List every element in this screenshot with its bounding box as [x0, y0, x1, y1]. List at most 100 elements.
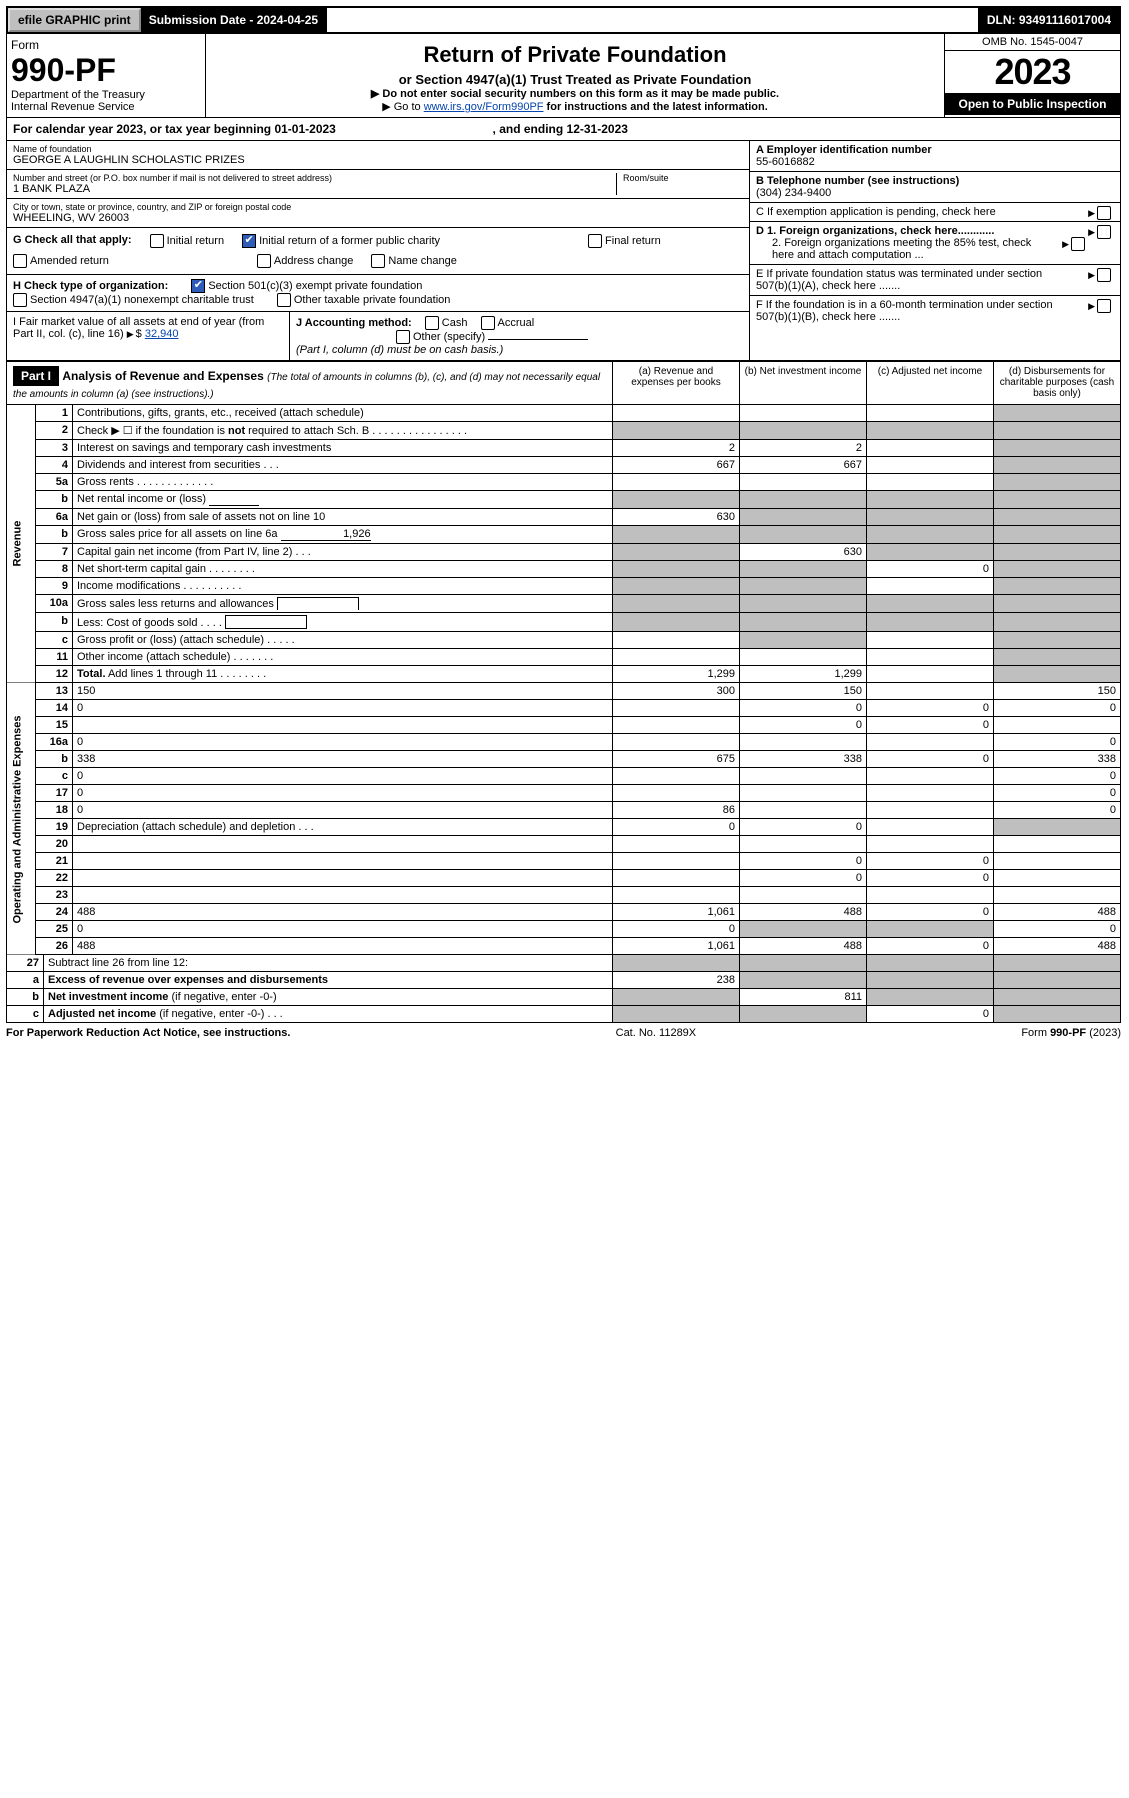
cell-d [994, 405, 1121, 422]
chk-other-tax[interactable] [277, 293, 291, 307]
row-desc: 488 [73, 938, 613, 955]
d2-label: 2. Foreign organizations meeting the 85%… [756, 237, 1052, 261]
cell-b [740, 405, 867, 422]
cell-d [994, 819, 1121, 836]
cell-d [994, 632, 1121, 649]
city-state-zip: WHEELING, WV 26003 [13, 212, 743, 224]
cell-c [867, 649, 994, 666]
irs-link[interactable]: www.irs.gov/Form990PF [424, 101, 544, 113]
cell-c [867, 836, 994, 853]
name-label: Name of foundation [13, 144, 743, 154]
cell-d [994, 544, 1121, 561]
cell-b [740, 491, 867, 509]
cell-c [867, 734, 994, 751]
table-row: cGross profit or (loss) (attach schedule… [7, 632, 1121, 649]
cell-c [867, 972, 994, 989]
foundation-name: GEORGE A LAUGHLIN SCHOLASTIC PRIZES [13, 154, 743, 166]
cell-a [613, 700, 740, 717]
cell-b: 0 [740, 853, 867, 870]
row-num: a [7, 972, 44, 989]
cell-b: 150 [740, 683, 867, 700]
row-num: 6a [36, 509, 73, 526]
table-row: aExcess of revenue over expenses and dis… [7, 972, 1121, 989]
form-subtitle: or Section 4947(a)(1) Trust Treated as P… [210, 72, 940, 87]
chk-amended[interactable] [13, 254, 27, 268]
chk-initial-former[interactable]: ✔ [242, 234, 256, 248]
row-num: 5a [36, 474, 73, 491]
cell-c [867, 632, 994, 649]
street-address: 1 BANK PLAZA [13, 183, 616, 195]
row-desc: Gross rents . . . . . . . . . . . . . [73, 474, 613, 491]
cell-b: 630 [740, 544, 867, 561]
part1-badge: Part I [13, 366, 59, 386]
table-row: 20 [7, 836, 1121, 853]
table-row: 2Check ▶ ☐ if the foundation is not requ… [7, 422, 1121, 440]
table-row: Revenue1Contributions, gifts, grants, et… [7, 405, 1121, 422]
cell-a [613, 717, 740, 734]
form-number: 990-PF [11, 52, 201, 89]
form-title: Return of Private Foundation [210, 42, 940, 68]
row-desc: 0 [73, 802, 613, 819]
row-num: 27 [7, 955, 44, 972]
table-row: 264881,0614880488 [7, 938, 1121, 955]
row-num: 11 [36, 649, 73, 666]
cell-a [613, 785, 740, 802]
row-desc: Other income (attach schedule) . . . . .… [73, 649, 613, 666]
cell-a [613, 768, 740, 785]
row-num: 12 [36, 666, 73, 683]
row-desc: Interest on savings and temporary cash i… [73, 440, 613, 457]
cell-b: 0 [740, 717, 867, 734]
cell-b [740, 1006, 867, 1023]
cell-c: 0 [867, 751, 994, 768]
table-row: 19Depreciation (attach schedule) and dep… [7, 819, 1121, 836]
chk-4947[interactable] [13, 293, 27, 307]
fmv-link[interactable]: 32,940 [145, 328, 179, 340]
efile-print-button[interactable]: efile GRAPHIC print [8, 8, 141, 32]
chk-other-method[interactable] [396, 330, 410, 344]
table-row: 1500 [7, 717, 1121, 734]
cell-d: 488 [994, 904, 1121, 921]
table-row: 25000 [7, 921, 1121, 938]
chk-initial[interactable] [150, 234, 164, 248]
expense-table: Operating and Administrative Expenses131… [6, 683, 1121, 955]
row-num: b [36, 751, 73, 768]
chk-address[interactable] [257, 254, 271, 268]
g-section: G Check all that apply: Initial return ✔… [7, 227, 749, 275]
col-b: (b) Net investment income [739, 362, 866, 404]
cell-c [867, 785, 994, 802]
chk-501c3[interactable]: ✔ [191, 279, 205, 293]
row-num: c [7, 1006, 44, 1023]
cell-a [613, 526, 740, 544]
row-num: 14 [36, 700, 73, 717]
cell-a: 86 [613, 802, 740, 819]
cell-d [994, 649, 1121, 666]
e-label: E If private foundation status was termi… [756, 268, 1056, 292]
row-desc [73, 836, 613, 853]
row-num: 20 [36, 836, 73, 853]
chk-final[interactable] [588, 234, 602, 248]
cell-c: 0 [867, 938, 994, 955]
table-row: 10aGross sales less returns and allowanc… [7, 595, 1121, 613]
row-desc: Gross sales price for all assets on line… [73, 526, 613, 544]
h-section: H Check type of organization: ✔Section 5… [7, 275, 749, 312]
calendar-year-line: For calendar year 2023, or tax year begi… [6, 118, 1121, 141]
row-desc: Contributions, gifts, grants, etc., rece… [73, 405, 613, 422]
col-c: (c) Adjusted net income [866, 362, 993, 404]
chk-c[interactable] [1097, 206, 1111, 220]
row-desc: 488 [73, 904, 613, 921]
chk-cash[interactable] [425, 316, 439, 330]
row-desc: 150 [73, 683, 613, 700]
chk-d2[interactable] [1071, 237, 1085, 251]
cell-d [994, 717, 1121, 734]
chk-d1[interactable] [1097, 225, 1111, 239]
table-row: cAdjusted net income (if negative, enter… [7, 1006, 1121, 1023]
chk-accrual[interactable] [481, 316, 495, 330]
chk-e[interactable] [1097, 268, 1111, 282]
cell-d [994, 613, 1121, 632]
cell-d: 0 [994, 700, 1121, 717]
chk-name[interactable] [371, 254, 385, 268]
chk-f[interactable] [1097, 299, 1111, 313]
cell-d [994, 853, 1121, 870]
d1-label: D 1. Foreign organizations, check here..… [756, 225, 994, 237]
cell-d [994, 972, 1121, 989]
